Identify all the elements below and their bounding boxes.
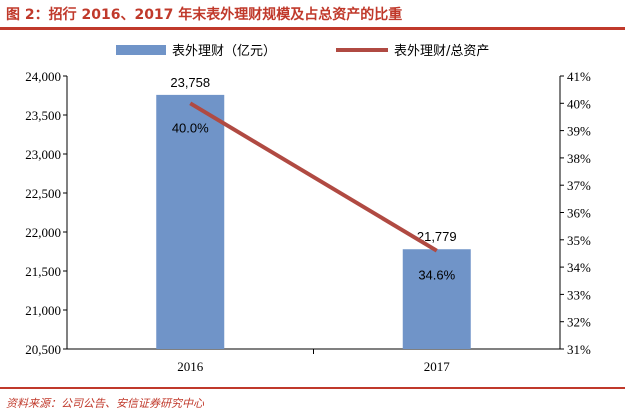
y-right-tick-label: 37% bbox=[567, 178, 591, 193]
bar bbox=[156, 94, 225, 349]
y-left-tick-label: 23,500 bbox=[25, 108, 61, 123]
legend-line-label: 表外理财/总资产 bbox=[394, 44, 489, 59]
y-left-tick-label: 23,000 bbox=[25, 147, 61, 162]
bar-value-label: 23,758 bbox=[170, 75, 210, 90]
y-right-tick-label: 39% bbox=[567, 124, 591, 139]
legend: 表外理财（亿元） 表外理财/总资产 bbox=[116, 44, 489, 59]
ratio-line bbox=[189, 101, 438, 253]
plot-area: 20,500 21,000 21,500 22,000 22,500 23,000 23,5… bbox=[25, 69, 591, 374]
bar-value-label: 21,779 bbox=[417, 229, 457, 244]
y-right-tick-label: 41% bbox=[567, 69, 591, 84]
combo-chart: 表外理财（亿元） 表外理财/总资产 20,500 21,000 21,500 22,0… bbox=[25, 44, 591, 374]
x-tick-label: 2017 bbox=[424, 359, 451, 374]
legend-bar-label: 表外理财（亿元） bbox=[172, 44, 276, 59]
y-left-tick-label: 22,000 bbox=[25, 225, 61, 240]
y-left-tick-label: 21,000 bbox=[25, 303, 61, 318]
bar bbox=[402, 249, 471, 349]
footer-rule bbox=[0, 387, 625, 389]
y-right-tick-label: 36% bbox=[567, 206, 591, 221]
line-value-label: 40.0% bbox=[172, 120, 209, 135]
y-left-tick-label: 20,500 bbox=[25, 342, 61, 357]
line-value-label: 34.6% bbox=[418, 268, 455, 283]
y-left-tick-label: 21,500 bbox=[25, 264, 61, 279]
y-left-tick-label: 24,000 bbox=[25, 69, 61, 84]
x-tick-label: 2016 bbox=[177, 359, 204, 374]
y-right-tick-label: 38% bbox=[567, 151, 591, 166]
y-left-tick-label: 22,500 bbox=[25, 186, 61, 201]
y-right-tick-label: 33% bbox=[567, 287, 591, 302]
y-right-tick-label: 31% bbox=[567, 342, 591, 357]
source-note: 资料来源：公司公告、安信证券研究中心 bbox=[6, 397, 204, 410]
y-right-tick-label: 40% bbox=[567, 96, 591, 111]
y-right-tick-label: 32% bbox=[567, 315, 591, 330]
y-right-tick-label: 35% bbox=[567, 233, 591, 248]
figure-title: 图 2：招行 2016、2017 年末表外理财规模及占总资产的比重 bbox=[6, 7, 403, 23]
title-rule bbox=[0, 27, 625, 30]
y-right-tick-label: 34% bbox=[567, 260, 591, 275]
legend-bar-swatch bbox=[116, 45, 166, 55]
